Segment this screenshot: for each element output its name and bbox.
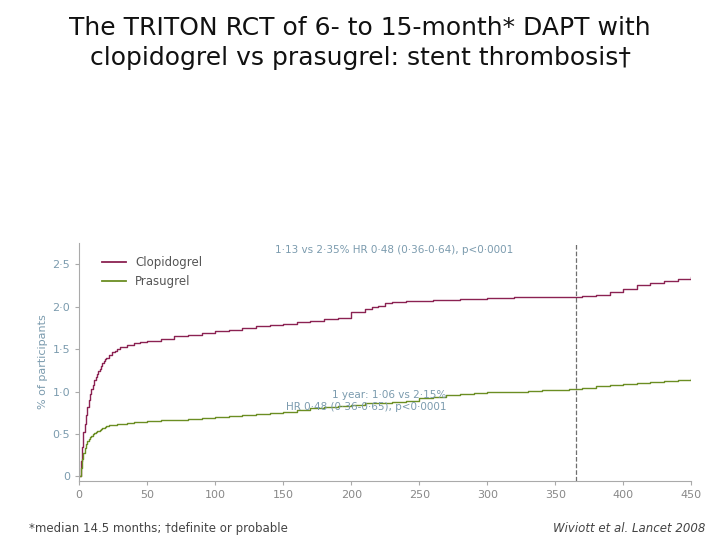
Text: Wiviott et al. Lancet 2008: Wiviott et al. Lancet 2008 <box>553 522 706 535</box>
Legend: Clopidogrel, Prasugrel: Clopidogrel, Prasugrel <box>97 251 207 293</box>
Text: The TRITON RCT of 6- to 15-month* DAPT with
clopidogrel vs prasugrel: stent thro: The TRITON RCT of 6- to 15-month* DAPT w… <box>69 16 651 70</box>
Text: 1 year: 1·06 vs 2·15%
HR 0·48 (0·36-0·65), p<0·0001: 1 year: 1·06 vs 2·15% HR 0·48 (0·36-0·65… <box>286 390 446 412</box>
Text: 1·13 vs 2·35% HR 0·48 (0·36-0·64), p<0·0001: 1·13 vs 2·35% HR 0·48 (0·36-0·64), p<0·0… <box>275 245 513 255</box>
Text: *median 14.5 months; †definite or probable: *median 14.5 months; †definite or probab… <box>29 522 288 535</box>
Y-axis label: % of participants: % of participants <box>38 314 48 409</box>
